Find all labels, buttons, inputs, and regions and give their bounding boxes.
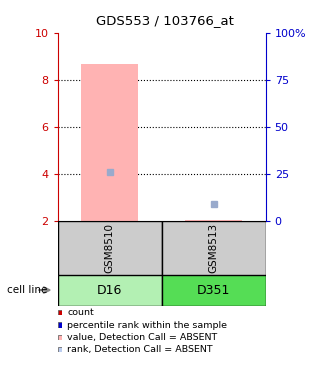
Text: D351: D351: [197, 284, 230, 296]
Text: rank, Detection Call = ABSENT: rank, Detection Call = ABSENT: [67, 345, 213, 354]
Text: GSM8510: GSM8510: [105, 223, 115, 273]
Text: value, Detection Call = ABSENT: value, Detection Call = ABSENT: [67, 333, 217, 341]
Bar: [162, 274, 266, 306]
Bar: [58, 221, 162, 274]
Text: GSM8513: GSM8513: [209, 223, 219, 273]
Text: D16: D16: [97, 284, 122, 296]
Text: cell line: cell line: [7, 285, 47, 295]
Bar: [81, 64, 138, 221]
Text: GDS553 / 103766_at: GDS553 / 103766_at: [96, 14, 234, 27]
Bar: [185, 220, 242, 221]
Text: percentile rank within the sample: percentile rank within the sample: [67, 321, 227, 329]
Text: count: count: [67, 309, 94, 317]
Bar: [162, 221, 266, 274]
Bar: [58, 274, 162, 306]
